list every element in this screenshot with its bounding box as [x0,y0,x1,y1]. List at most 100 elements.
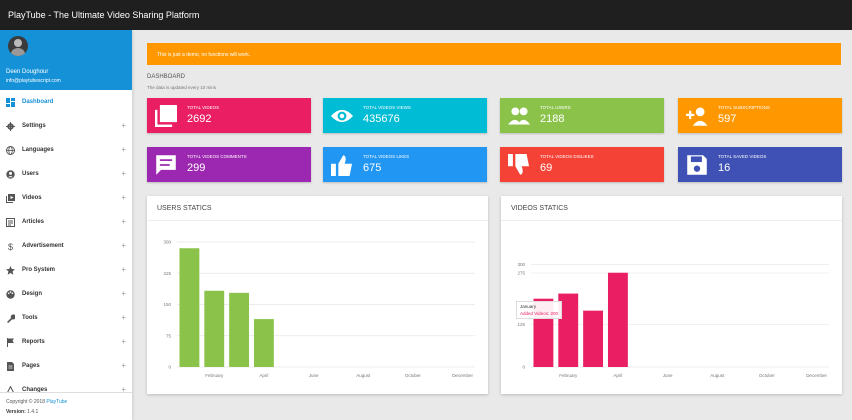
brand-link[interactable]: PlayTube [46,399,68,405]
sidebar-item-settings[interactable]: Settings + [0,114,132,138]
stat-card-total-videos-comments[interactable]: TOTAL VIDEOS COMMENTS 299 [147,147,311,182]
version-label: Version: [6,409,26,415]
dollar-icon: $ [6,242,15,252]
expand-icon[interactable]: + [121,385,126,394]
bar-february[interactable] [204,290,225,367]
expand-icon[interactable]: + [121,337,126,346]
x-tick-label: April [259,373,268,378]
expand-icon[interactable]: + [121,121,126,130]
avatar[interactable] [8,36,28,56]
sidebar-item-label: Pro System [22,267,56,273]
copyright-text: Copyright © 2018 [6,399,45,405]
stat-card-total-videos-dislikes[interactable]: TOTAL VIDEOS DISLIKES 69 [500,147,664,182]
flag-icon [6,338,15,347]
sidebar-item-design[interactable]: Design + [0,282,132,306]
expand-icon[interactable]: + [121,169,126,178]
sidebar-item-languages[interactable]: Languages + [0,138,132,162]
expand-icon[interactable]: + [121,217,126,226]
bar-march[interactable] [229,292,250,367]
stat-card-total-videos-likes[interactable]: TOTAL VIDEOS LIKES 675 [323,147,487,182]
users-statics-title: USERS STATICS [157,205,212,212]
expand-icon[interactable]: + [121,313,126,322]
expand-icon[interactable]: + [121,193,126,202]
sidebar-item-label: Dashboard [22,99,54,105]
page-subtitle: The data is updated every 10 mins [147,85,217,90]
stat-label: TOTAL VIDEOS [187,105,220,110]
bar-april[interactable] [253,319,274,367]
sidebar-item-advertisement[interactable]: $ Advertisement + [0,234,132,258]
sidebar-item-users[interactable]: Users + [0,162,132,186]
user-profile: Deen Doughour info@playtubescript.com [0,30,132,90]
x-tick-label: October [405,373,422,378]
x-tick-label: February [205,373,224,378]
stat-label: TOTAL VIDEOS DISLIKES [540,154,594,159]
page-title: DASHBOARD [147,74,186,80]
sidebar-item-articles[interactable]: Articles + [0,210,132,234]
stat-value: 2692 [187,113,212,125]
user-email: info@playtubescript.com [6,78,61,84]
x-tick-label: June [309,373,319,378]
stat-card-total-videos[interactable]: TOTAL VIDEOS 2692 [147,98,311,133]
dashboard-icon [6,98,15,107]
stat-card-total-saved-videos[interactable]: TOTAL SAVED VIDEOS 16 [678,147,842,182]
expand-icon[interactable]: + [121,361,126,370]
eye-icon [331,105,353,127]
save-icon [686,154,708,176]
sidebar-item-label: Changes [22,387,48,393]
divider [501,220,842,221]
stat-card-total-users[interactable]: TOTAL USERS 2188 [500,98,664,133]
stat-label: TOTAL VIDEOS LIKES [363,154,410,159]
version: Version: 1.4.1 [6,409,38,415]
bar-april[interactable] [607,272,628,367]
stat-label: TOTAL VIDEOS VIEWS [363,105,411,110]
stat-label: TOTAL SUBSCRIPTIONS [718,105,770,110]
expand-icon[interactable]: + [121,289,126,298]
stat-card-total-subscriptions[interactable]: TOTAL SUBSCRIPTIONS 597 [678,98,842,133]
expand-icon[interactable]: + [121,145,126,154]
wrench-icon [6,314,16,323]
tooltip-value: Added Videos: 200 [520,310,558,316]
app-title[interactable]: PlayTube - The Ultimate Video Sharing Pl… [8,10,200,20]
bar-february[interactable] [558,293,579,367]
stat-value: 2188 [540,113,565,125]
page-icon [6,362,15,371]
expand-icon[interactable]: + [121,265,126,274]
y-tick-label: 125 [517,322,525,327]
version-value: 1.4.1 [27,409,39,415]
sidebar-item-label: Users [22,171,39,177]
sidebar-item-dashboard[interactable]: Dashboard [0,90,132,114]
x-tick-label: December [806,373,827,378]
users-icon [508,105,530,127]
bar-march[interactable] [583,310,604,367]
sidebar-item-pro-system[interactable]: Pro System + [0,258,132,282]
top-bar: PlayTube - The Ultimate Video Sharing Pl… [0,0,852,30]
y-tick-label: 225 [163,271,171,276]
x-tick-label: October [759,373,776,378]
video-library-icon [6,194,15,203]
stat-value: 69 [540,162,553,174]
tooltip-title: January [520,303,537,309]
stat-card-total-videos-views[interactable]: TOTAL VIDEOS VIEWS 435676 [323,98,487,133]
sidebar-item-tools[interactable]: Tools + [0,306,132,330]
stat-label: TOTAL VIDEOS COMMENTS [187,154,247,159]
y-tick-label: 0 [168,365,171,370]
user-icon [6,170,15,179]
stat-value: 675 [363,162,382,174]
svg-text:$: $ [8,242,13,251]
sidebar-item-pages[interactable]: Pages + [0,354,132,378]
sidebar-item-reports[interactable]: Reports + [0,330,132,354]
y-tick-label: 275 [517,271,525,276]
sidebar-item-label: Design [22,291,43,297]
copyright: Copyright © 2018 PlayTube [6,399,67,405]
sidebar-item-label: Videos [22,195,42,201]
videos-statics-title: VIDEOS STATICS [511,205,568,212]
videos-statics-chart: 0 125 275 300 February April June August October… [517,262,829,378]
thumbs-up-icon [331,154,353,176]
sidebar-item-label: Settings [22,123,46,129]
y-tick-label: 300 [163,240,171,245]
sidebar-item-label: Languages [22,147,54,153]
sidebar-item-videos[interactable]: Videos + [0,186,132,210]
expand-icon[interactable]: + [121,241,126,250]
bar-january[interactable] [179,248,200,367]
y-tick-label: 150 [163,302,171,307]
